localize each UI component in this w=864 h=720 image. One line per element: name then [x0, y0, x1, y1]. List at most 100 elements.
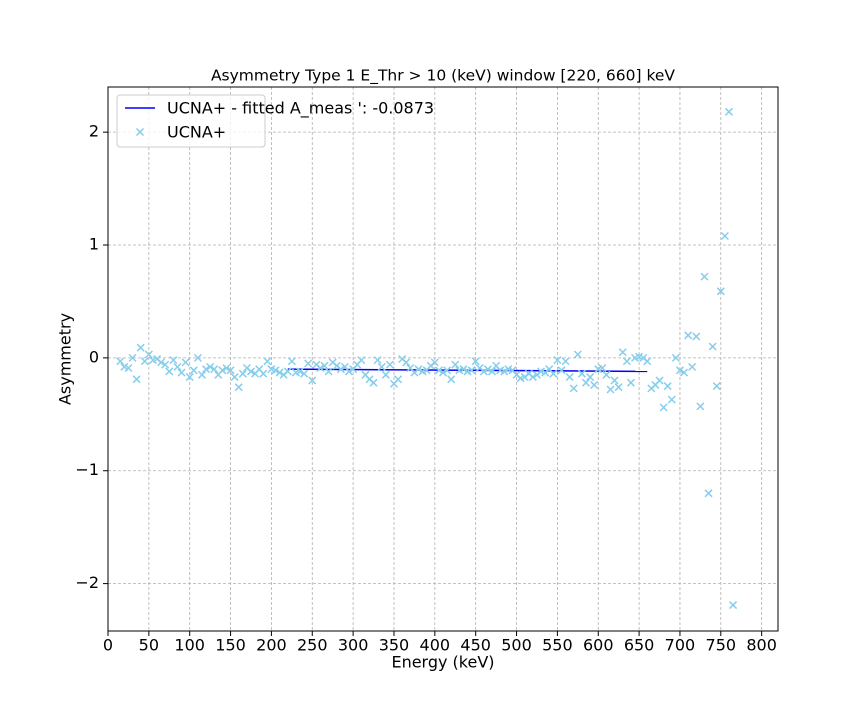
scatter-point	[169, 356, 178, 365]
scatter-point	[577, 369, 586, 378]
scatter-point	[451, 360, 460, 369]
scatter-point	[471, 357, 480, 366]
scatter-point	[210, 365, 219, 374]
scatter-point	[377, 362, 386, 371]
scatter-point	[357, 356, 366, 365]
scatter-point	[598, 363, 607, 373]
scatter-point	[222, 363, 231, 373]
scatter-point	[675, 366, 684, 375]
x-tick-label: 50	[139, 636, 159, 655]
scatter-point	[561, 357, 570, 366]
scatter-point	[324, 367, 333, 376]
scatter-point	[692, 332, 701, 341]
scatter-point	[304, 359, 313, 368]
scatter-point	[688, 362, 697, 371]
scatter-point	[700, 272, 709, 281]
x-tick-label: 800	[746, 636, 777, 655]
scatter-point	[569, 384, 578, 393]
x-tick-label: 700	[665, 636, 696, 655]
scatter-point	[663, 382, 672, 391]
scatter-point	[414, 365, 423, 374]
y-tick-label: −2	[75, 573, 99, 592]
x-tick-label: 600	[583, 636, 614, 655]
scatter-point	[140, 357, 149, 366]
scatter-point	[124, 363, 133, 373]
x-tick-label: 150	[215, 636, 246, 655]
x-tick-label: 450	[460, 636, 491, 655]
scatter-point	[144, 350, 153, 359]
scatter-point	[553, 356, 562, 365]
scatter-point	[671, 353, 680, 362]
scatter-point	[459, 365, 468, 374]
x-tick-label: 500	[501, 636, 532, 655]
scatter-point	[394, 375, 403, 384]
scatter-point	[181, 358, 190, 367]
scatter-point	[483, 365, 492, 374]
scatter-point	[402, 358, 411, 367]
x-axis-label: Energy (keV)	[391, 653, 494, 672]
scatter-point	[230, 373, 239, 382]
y-axis-label: Asymmetry	[56, 313, 75, 405]
scatter-point	[116, 357, 125, 366]
scatter-point	[369, 378, 378, 387]
scatter-point	[246, 367, 256, 376]
x-tick-label: 350	[379, 636, 410, 655]
scatter-point	[729, 601, 738, 610]
x-tick-label: 550	[542, 636, 573, 655]
x-tick-label: 250	[297, 636, 328, 655]
scatter-point	[189, 366, 198, 375]
scatter-point	[528, 373, 537, 382]
scatter-point	[586, 373, 595, 382]
scatter-point	[287, 357, 296, 366]
scatter-point	[655, 376, 664, 385]
scatter-point	[161, 360, 170, 369]
y-tick-label: −1	[75, 460, 99, 479]
x-tick-label: 400	[420, 636, 451, 655]
legend-label: UCNA+	[167, 123, 226, 142]
scatter-point	[708, 342, 717, 351]
scatter-point	[157, 358, 166, 367]
scatter-point	[271, 366, 280, 375]
scatter-point	[622, 357, 631, 366]
scatter-point	[716, 287, 725, 296]
scatter-point	[712, 382, 721, 391]
scatter-point	[557, 366, 566, 375]
scatter-point	[479, 367, 488, 376]
scatter-point	[680, 368, 689, 377]
scatter-point	[610, 376, 619, 385]
scatter-point	[381, 370, 390, 379]
scatter-point	[467, 366, 476, 375]
x-tick-label: 200	[256, 636, 287, 655]
scatter-point	[602, 370, 611, 379]
x-tick-label: 750	[706, 636, 737, 655]
scatter-point	[165, 367, 174, 376]
scatter-point	[581, 378, 591, 387]
scatter-point	[659, 403, 668, 412]
scatter-point	[177, 368, 186, 377]
scatter-point	[434, 366, 443, 375]
scatter-point	[626, 378, 635, 387]
scatter-point	[696, 402, 705, 411]
scatter-point	[132, 375, 141, 384]
y-tick-label: 1	[89, 235, 99, 254]
scatter-point	[300, 369, 309, 378]
scatter-point	[447, 375, 456, 384]
scatter-point	[438, 368, 448, 377]
scatter-point	[720, 231, 729, 241]
scatter-point	[259, 369, 268, 378]
y-tick-label: 2	[89, 122, 99, 141]
scatter-point	[308, 376, 317, 385]
scatter-point	[136, 343, 145, 352]
scatter-point	[185, 373, 194, 382]
scatter-point	[724, 107, 734, 116]
scatter-point	[684, 331, 693, 340]
plot-frame	[107, 86, 779, 632]
scatter-point	[430, 358, 439, 367]
scatter-point	[263, 357, 272, 366]
scatter-point	[173, 362, 182, 371]
scatter-point	[226, 366, 235, 375]
scatter-point	[443, 366, 452, 375]
scatter-point	[206, 362, 215, 371]
legend-label: UCNA+ - fitted A_meas ': -0.0873	[167, 99, 434, 119]
